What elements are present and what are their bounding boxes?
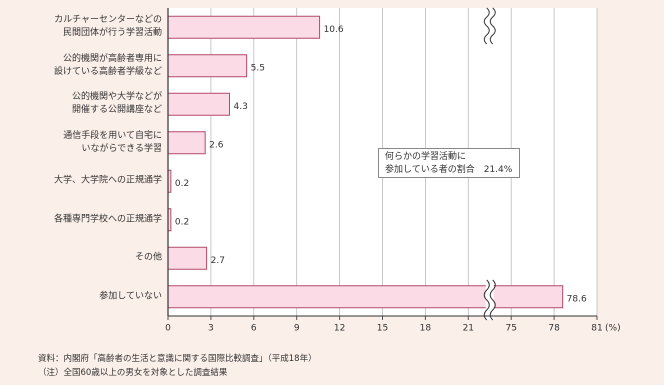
x-tick-label: 81 — [591, 324, 602, 334]
value-label: 2.6 — [209, 140, 224, 150]
x-unit: (%) — [605, 324, 621, 334]
category-label: カルチャーセンターなどの 民間団体が行う学習活動 — [54, 15, 162, 39]
value-label: 5.5 — [251, 63, 265, 73]
axis-break — [489, 7, 496, 45]
axis-break — [489, 279, 496, 321]
category-label: 大学、大学院への正規通学 — [53, 175, 162, 186]
value-label: 4.3 — [233, 102, 247, 112]
x-tick-label: 15 — [377, 324, 388, 334]
axis-break-gap — [485, 280, 494, 320]
bar — [167, 92, 230, 116]
x-tick-label: 21 — [463, 324, 474, 334]
category-label: 公的機関や大学などが 開催する公開講座など — [71, 92, 162, 116]
annotation: 何らかの学習活動に 参加している者の割合 21.4% — [378, 148, 520, 178]
bar — [167, 15, 321, 39]
footnote: （注）全国60歳以上の男女を対象とした調査結果 — [38, 368, 228, 378]
x-tick-label: 75 — [505, 324, 516, 334]
axis-break — [483, 279, 490, 321]
x-tick-label: 9 — [294, 324, 300, 334]
x-tick-label: 0 — [165, 324, 171, 334]
value-label: 10.6 — [324, 25, 344, 35]
category-label: 参加していない — [99, 291, 162, 302]
axis-break-gap — [485, 8, 494, 44]
category-label: その他 — [134, 252, 162, 263]
x-tick-label: 3 — [208, 324, 214, 334]
x-tick-label: 12 — [334, 324, 345, 334]
bar — [167, 246, 208, 270]
category-label: 公的機関が高齢者専用に 設けている高齢者学級など — [53, 53, 162, 77]
value-label: 0.2 — [175, 179, 189, 189]
category-label: 各種専門学校への正規通学 — [53, 214, 162, 225]
value-label: 2.7 — [211, 256, 225, 266]
value-label: 0.2 — [175, 217, 189, 227]
x-tick-label: 78 — [548, 324, 560, 334]
bar — [167, 285, 564, 309]
x-tick-label: 6 — [251, 324, 257, 334]
category-label: 通信手段を用いて自宅に いながらできる学習 — [63, 130, 162, 154]
bar — [167, 131, 206, 155]
source-note: 資料：内閣府「高齢者の生活と意識に関する国際比較調査」（平成18年） — [38, 354, 317, 364]
axis-break — [483, 7, 490, 45]
value-label: 78.6 — [567, 294, 587, 304]
bar — [167, 54, 248, 78]
x-tick-label: 18 — [420, 324, 432, 334]
